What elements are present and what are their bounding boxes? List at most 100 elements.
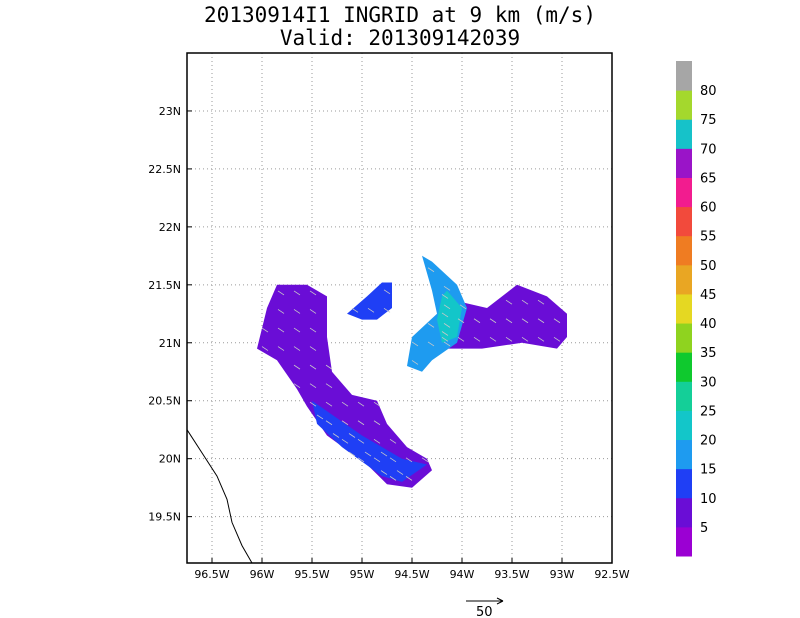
coastline [186,429,253,564]
colorbar-swatch [676,381,692,411]
wind-vector [293,327,301,333]
wind-vector [441,312,449,318]
wind-vector [373,457,381,463]
wind-vector [521,336,529,342]
colorbar-label: 65 [700,171,717,186]
wind-vector [396,470,404,475]
wind-vector [427,267,435,273]
colorbar-label: 20 [700,434,717,449]
colorbar-swatch [676,90,692,120]
colorbar-label: 75 [700,113,717,128]
wind-region-east-band-core [407,255,467,372]
wind-vector [277,346,285,351]
wind-vector [341,420,349,426]
wind-vector [405,457,413,463]
wind-vector [380,470,388,475]
y-tick-label: 21N [159,337,181,350]
wind-vector [293,346,301,351]
wind-vector [457,318,465,324]
wind-vector [277,309,285,314]
wind-vector [357,457,365,463]
colorbar-label: 10 [700,492,717,507]
wind-vector [325,420,333,426]
axes: 96.5W 96W 95.5W 95W 94.5W 94W 93.5W 93W 92.5W 19.… [148,52,630,581]
wind-vector [427,341,435,347]
wind-vector [459,304,467,310]
colorbar-swatch [676,61,692,91]
colorbar-swatch [676,439,692,470]
colorbar-swatch [676,323,692,353]
wind-vector [489,336,497,342]
x-tick-label: 94W [450,568,475,581]
colorbar-swatch [676,177,692,208]
vector-scale-arrowhead [496,597,504,605]
wind-vector [309,383,317,388]
y-tick-label: 20N [159,453,181,466]
wind-vector [457,336,465,342]
y-tick-label: 23N [159,105,181,118]
colorbar-label: 40 [700,317,717,332]
wind-vector [505,299,513,305]
wind-vector [411,360,419,365]
wind-vector [473,318,481,324]
wind-vector [332,433,340,438]
wind-vector [521,318,529,324]
colorbar-swatch [676,293,692,324]
wind-vector [293,290,301,296]
wind-vector [443,323,451,328]
wind-vector [505,318,513,324]
wind-vector [441,336,449,342]
colorbar-swatch [676,497,692,528]
wind-vector [351,307,359,313]
colorbar-label: 60 [700,201,717,216]
wind-vector [261,346,269,351]
wind-vector [357,401,365,407]
wind-vectors [261,267,561,481]
wind-vector [277,290,285,296]
colorbar-swatch [676,119,692,149]
x-tick-label: 96W [250,568,275,581]
wind-vector [277,327,285,333]
wind-vector [357,420,365,426]
wind-vector [383,307,391,313]
wind-vector [364,451,372,457]
wind-region-west-band-inner [312,400,427,482]
x-tick-label: 95W [350,568,375,581]
wind-vector [293,309,301,314]
wind-vector [309,290,317,296]
wind-vector [427,323,435,328]
colorbar-swatch [676,264,692,295]
wind-region-east-band [437,284,567,349]
x-tick-label: 96.5W [194,568,229,581]
wind-vector [473,336,481,342]
colorbar-label: 55 [700,230,717,245]
wind-vector [537,336,545,342]
wind-vector [441,294,449,299]
colorbar-label: 35 [700,346,717,361]
wind-vector [341,438,349,444]
wind-vector [373,438,381,444]
y-tick-label: 20.5N [148,395,181,408]
colorbar-label: 25 [700,404,717,419]
colorbar-label: 45 [700,288,717,303]
colorbar-label: 30 [700,375,717,390]
wind-vector [261,327,269,333]
y-tick-label: 22N [159,221,181,234]
wind-vector [293,383,301,388]
wind-vector [341,401,349,407]
wind-vector [389,438,397,444]
colorbar-label: 70 [700,142,717,157]
wind-vector [348,451,356,457]
chart-title: 20130914I1 INGRID at 9 km (m/s) [204,3,596,27]
wind-vector [357,438,365,444]
colorbar-label: 5 [700,521,708,536]
y-tick-label: 19.5N [148,511,181,524]
colorbar: 5 10 15 20 25 30 35 40 45 50 55 60 65 70 75 80 [676,61,717,557]
wind-vector [325,383,333,388]
x-tick-label: 93.5W [494,568,529,581]
colorbar-label: 15 [700,463,717,478]
x-tick-label: 93W [550,568,575,581]
wind-vector [309,327,317,333]
wind-vector [293,364,301,370]
